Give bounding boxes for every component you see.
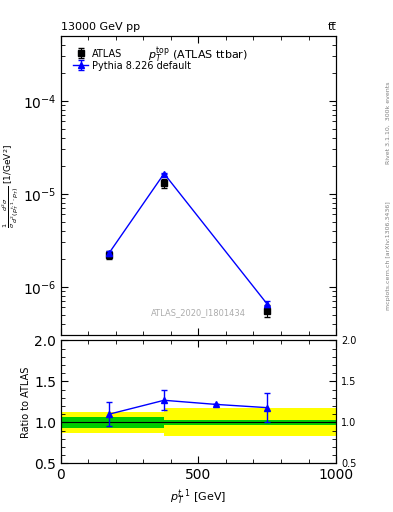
- Text: Rivet 3.1.10,  300k events: Rivet 3.1.10, 300k events: [386, 81, 391, 164]
- Text: $p_T^{\mathrm{top}}$ (ATLAS ttbar): $p_T^{\mathrm{top}}$ (ATLAS ttbar): [149, 45, 248, 65]
- Text: mcplots.cern.ch [arXiv:1306.3436]: mcplots.cern.ch [arXiv:1306.3436]: [386, 202, 391, 310]
- Text: ATLAS_2020_I1801434: ATLAS_2020_I1801434: [151, 308, 246, 317]
- Y-axis label: $\frac{1}{\sigma}\frac{d^2\sigma}{d^2(p_T^{t,1}\cdot p_T)}$ [1/GeV$^2$]: $\frac{1}{\sigma}\frac{d^2\sigma}{d^2(p_…: [0, 143, 21, 228]
- Y-axis label: Ratio to ATLAS: Ratio to ATLAS: [21, 366, 31, 438]
- Legend: ATLAS, Pythia 8.226 default: ATLAS, Pythia 8.226 default: [71, 47, 193, 73]
- X-axis label: $p_T^{t,1}$ [GeV]: $p_T^{t,1}$ [GeV]: [170, 488, 227, 508]
- Text: tt̅: tt̅: [327, 22, 336, 32]
- Text: 13000 GeV pp: 13000 GeV pp: [61, 22, 140, 32]
